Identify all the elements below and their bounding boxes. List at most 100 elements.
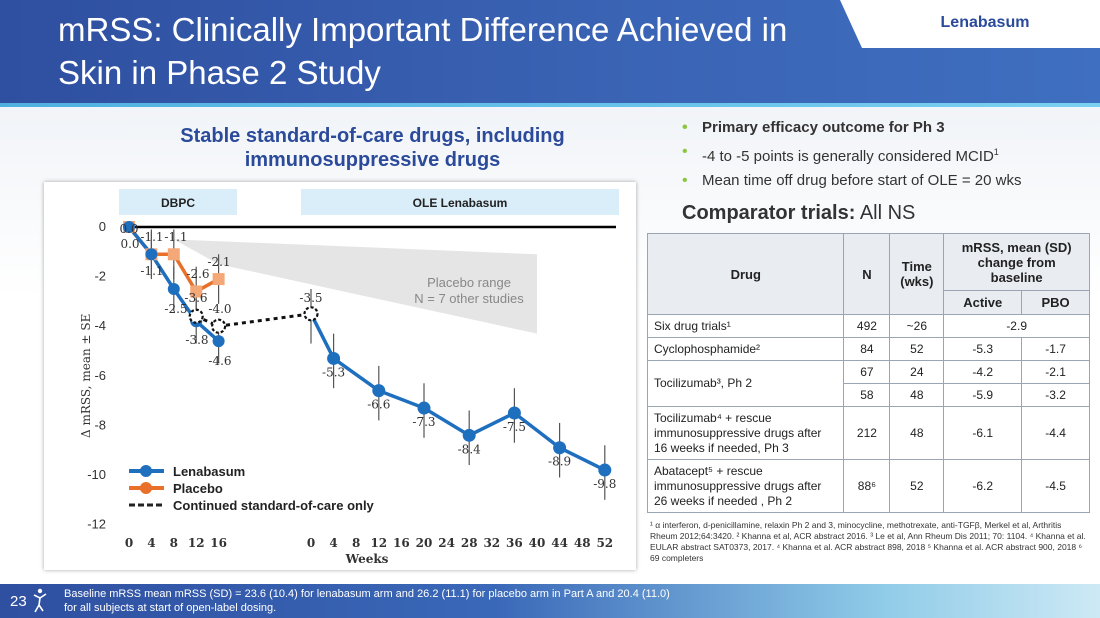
lenabasum-point [123, 221, 135, 233]
cell-pbo: -1.7 [1021, 337, 1090, 361]
data-label: -4.0 [208, 302, 231, 316]
lenabasum-point [145, 248, 158, 261]
cell-active: -6.2 [943, 459, 1023, 513]
cell-time: 52 [889, 337, 945, 361]
bullet-item: Primary efficacy outcome for Ph 3 [680, 116, 1090, 140]
data-label: -3.6 [184, 291, 207, 305]
x-tick-label: 8 [170, 536, 178, 550]
cell-active: -5.9 [943, 383, 1023, 407]
y-tick-label: 0 [99, 219, 106, 234]
bullet-text: Primary efficacy outcome for Ph 3 [702, 119, 945, 136]
header-stripe [0, 103, 1100, 107]
x-tick-label: 4 [329, 536, 337, 550]
section-label-ole: OLE Lenabasum [413, 196, 508, 210]
header-n: N [843, 233, 891, 315]
x-tick-label: 40 [529, 536, 546, 550]
cell-n: 58 [843, 383, 891, 407]
y-tick-label: -2 [94, 269, 106, 284]
x-tick-label: 0 [307, 536, 315, 550]
table-row: Cyclophosphamide² 84 52 -5.3 -1.7 [646, 337, 1090, 361]
cell-time: 24 [889, 360, 945, 384]
table-header-row: Drug N Time (wks) mRSS, mean (SD) change… [646, 233, 1090, 315]
table-row: Tocilizumab⁴ + rescue immunosuppressive … [646, 406, 1090, 460]
bullet-item: Mean time off drug before start of OLE =… [680, 169, 1090, 193]
standard-of-care-point [303, 306, 319, 322]
table-subheader-row: Active PBO [648, 290, 1090, 315]
x-tick-label: 8 [352, 536, 360, 550]
x-tick-label: 12 [370, 536, 387, 550]
page-number: 23 [10, 593, 27, 610]
cell-pbo: -2.1 [1021, 360, 1090, 384]
x-tick-label: 36 [506, 536, 523, 550]
legend-marker-placebo [140, 482, 152, 494]
chart-heading: Stable standard-of-care drugs, including… [180, 125, 565, 171]
x-tick-label: 16 [393, 536, 410, 550]
x-axis-label: Weeks [345, 552, 389, 566]
x-tick-label: 48 [574, 536, 591, 550]
data-label: -9.8 [593, 477, 616, 491]
cell-n: 67 [843, 360, 891, 384]
page-title: mRSS: Clinically Important Difference Ac… [58, 11, 788, 91]
placebo-range-area [173, 239, 538, 334]
cell-active: -4.2 [943, 360, 1023, 384]
footer-note: Baseline mRSS mean mRSS (SD) = 23.6 (10.… [64, 588, 670, 614]
cell-pbo: -4.5 [1021, 459, 1090, 513]
cell-time: 48 [889, 406, 945, 460]
cell-n: 492 [843, 314, 891, 338]
x-tick-label: 28 [461, 536, 478, 550]
placebo-point [212, 273, 225, 286]
y-tick-label: -6 [94, 368, 106, 383]
chart-card: DBPC OLE Lenabasum Placebo range N = 7 othe… [44, 182, 636, 570]
cell-active: -6.1 [943, 406, 1023, 460]
cell-time: 52 [889, 459, 945, 513]
x-tick-label: 52 [596, 536, 613, 550]
y-tick-label: -4 [94, 318, 106, 333]
lenabasum-ole-line [309, 313, 606, 472]
bullet-text: -4 to -5 points is generally considered … [702, 148, 994, 165]
cell-drug: Six drug trials¹ [646, 314, 845, 338]
lenabasum-ole-point [462, 428, 476, 442]
lenabasum-ole-point [553, 441, 567, 455]
header-time: Time (wks) [889, 233, 945, 315]
table-footnote: ¹ α interferon, d-penicillamine, relaxin… [650, 520, 1086, 563]
cell-active: -5.3 [943, 337, 1023, 361]
header-pbo: PBO [1021, 290, 1090, 315]
cell-n: 84 [843, 337, 891, 361]
x-tick-label: 32 [483, 536, 500, 550]
data-label: -1.1 [164, 230, 187, 244]
bullet-item: -4 to -5 points is generally considered … [680, 140, 1090, 169]
x-tick-label: 20 [416, 536, 433, 550]
lenabasum-ole-point [417, 401, 431, 415]
data-label: -7.5 [503, 420, 526, 434]
header-drug: Drug [646, 233, 845, 315]
data-label: -1.1 [140, 264, 163, 278]
bullet-superscript: 1 [993, 147, 999, 157]
data-label: -3.5 [299, 291, 322, 305]
data-label: -8.9 [548, 455, 571, 469]
brand-label: Lenabasum [940, 14, 1030, 31]
data-label: -2.5 [164, 302, 187, 316]
header-mrss: mRSS, mean (SD) change from baseline [943, 233, 1090, 291]
data-label: -8.4 [458, 442, 482, 456]
x-tick-label: 44 [551, 536, 568, 550]
brand-tab [840, 0, 1100, 48]
placebo-range-label: Placebo range [427, 275, 511, 290]
cell-combined: -2.9 [943, 314, 1090, 338]
data-label: -4.6 [208, 354, 231, 368]
lenabasum-point [167, 283, 180, 295]
bullet-list: Primary efficacy outcome for Ph 3 -4 to … [680, 116, 1090, 193]
comparator-table: Drug N Time (wks) mRSS, mean (SD) change… [646, 233, 1090, 513]
x-tick-label: 16 [210, 536, 227, 550]
cell-pbo: -3.2 [1021, 383, 1090, 407]
lenabasum-ole-point [598, 463, 612, 477]
cell-drug: Abatacept⁵ + rescue immunosuppressive dr… [646, 459, 845, 513]
legend-label: Placebo [173, 481, 223, 496]
cell-drug: Tocilizumab³, Ph 2 [646, 360, 845, 407]
lenabasum-ole-point [327, 351, 341, 365]
data-label: -6.6 [367, 398, 390, 412]
x-tick-label: 12 [188, 536, 205, 550]
y-axis-label: Δ mRSS, mean ± SE [79, 314, 93, 438]
legend-label: Continued standard-of-care only [173, 498, 375, 513]
cell-pbo: -4.4 [1021, 406, 1090, 460]
